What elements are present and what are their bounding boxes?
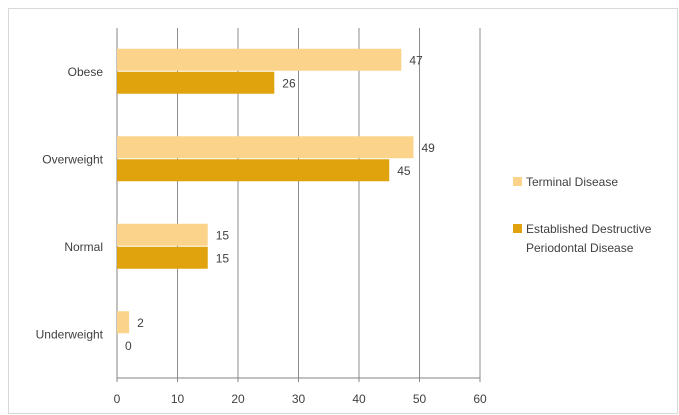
x-tick-label: 40 <box>352 392 366 406</box>
data-label: 15 <box>216 251 230 265</box>
x-axis-ticks: 0 10 20 30 40 50 60 <box>114 378 487 406</box>
legend-swatch-established <box>513 224 522 233</box>
bar <box>117 159 390 182</box>
category-label: Overweight <box>42 152 103 166</box>
legend: Terminal Disease Established Destructive… <box>513 175 652 255</box>
category-label: Obese <box>68 65 104 79</box>
category-label: Underweight <box>36 327 104 341</box>
bar <box>117 48 402 71</box>
bar <box>117 246 208 269</box>
legend-label-terminal: Terminal Disease <box>526 175 618 189</box>
data-label: 26 <box>282 76 296 90</box>
data-label: 2 <box>137 316 144 330</box>
data-label: 15 <box>216 228 230 242</box>
data-label: 45 <box>397 164 411 178</box>
legend-swatch-terminal <box>513 177 522 186</box>
bars <box>117 48 414 334</box>
data-label: 0 <box>125 339 132 353</box>
x-tick-label: 0 <box>114 392 121 406</box>
legend-label-established-line1: Established Destructive <box>526 222 652 236</box>
data-label: 49 <box>421 141 435 155</box>
bar <box>117 136 414 159</box>
category-labels: Obese Overweight Normal Underweight <box>36 65 104 342</box>
x-tick-label: 30 <box>292 392 306 406</box>
x-tick-label: 10 <box>171 392 185 406</box>
bar <box>117 311 130 334</box>
category-label: Normal <box>64 240 103 254</box>
data-label: 47 <box>409 53 423 67</box>
x-tick-label: 60 <box>473 392 487 406</box>
legend-label-established-line2: Periodontal Disease <box>526 241 634 255</box>
data-labels: 47 26 49 45 15 15 20 <box>125 53 435 353</box>
x-tick-label: 50 <box>413 392 427 406</box>
x-tick-label: 20 <box>231 392 245 406</box>
bar <box>117 223 208 246</box>
bar <box>117 71 275 94</box>
